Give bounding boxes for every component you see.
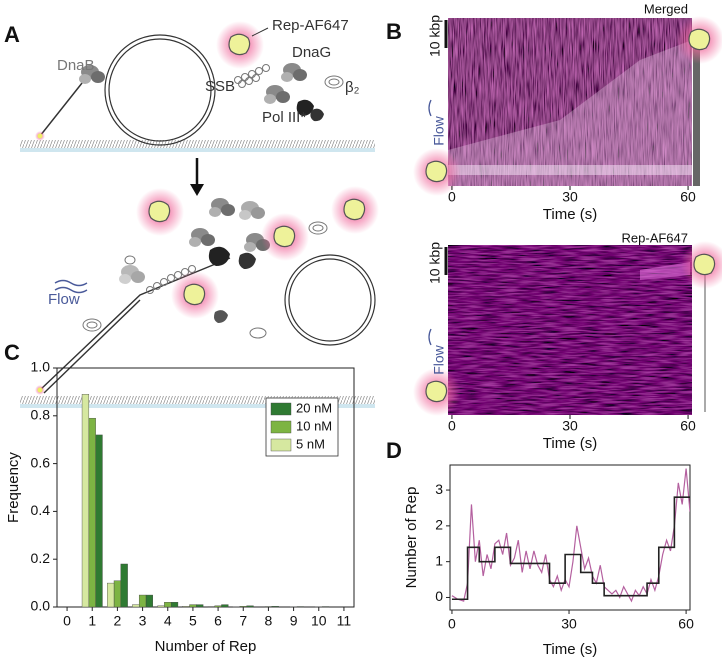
- arrow: [190, 158, 204, 196]
- bar: [164, 602, 172, 608]
- x-axis-label: Time (s): [543, 206, 597, 223]
- y-tick-label: 1: [435, 552, 443, 568]
- x-tick-label: 0: [448, 418, 456, 434]
- legend-label: 10 nM: [296, 418, 332, 433]
- flow-label: Flow: [431, 344, 447, 374]
- bar: [189, 604, 197, 608]
- kymo-title: Merged: [644, 1, 688, 16]
- y-tick-label: 0.0: [31, 598, 51, 614]
- kymograph: [412, 240, 722, 417]
- panel-label: B: [386, 19, 402, 44]
- panel-label: A: [4, 22, 20, 47]
- x-tick-label: 30: [562, 189, 578, 205]
- x-axis-label: Time (s): [543, 435, 597, 452]
- protein-label: SSB: [205, 78, 235, 95]
- bar: [246, 605, 254, 608]
- scale-label: 10 kbp: [427, 242, 443, 284]
- x-tick-label: 5: [189, 613, 197, 629]
- panel-label: D: [386, 438, 402, 463]
- trace-line: [451, 468, 690, 603]
- plot-area: [451, 468, 690, 603]
- y-tick-label: 1.0: [31, 359, 51, 375]
- x-tick-label: 6: [214, 613, 222, 629]
- x-tick-label: 7: [239, 613, 247, 629]
- schematic-top: [20, 20, 375, 152]
- bar: [271, 606, 279, 608]
- x-tick-label: 30: [562, 418, 578, 434]
- bar: [170, 602, 179, 608]
- bar: [214, 605, 222, 608]
- x-tick-label: 0: [448, 616, 456, 632]
- kymograph: [412, 15, 722, 197]
- y-tick-label: 0.8: [31, 407, 51, 423]
- legend-label: 20 nM: [296, 400, 332, 415]
- bar: [157, 605, 165, 608]
- scale-label: 10 kbp: [427, 15, 443, 57]
- y-tick-label: 0.4: [31, 502, 51, 518]
- flow-arrows: [54, 279, 88, 294]
- protein-label: β₂: [345, 79, 360, 96]
- legend-swatch: [270, 420, 292, 434]
- bar: [221, 604, 229, 608]
- bar: [81, 394, 90, 608]
- flow-arrow: [428, 99, 432, 117]
- y-tick-label: 2: [435, 517, 443, 533]
- x-tick-label: 0: [63, 613, 71, 629]
- x-tick-label: 3: [139, 613, 147, 629]
- y-tick-label: 0.6: [31, 454, 51, 470]
- schematic-bottom: [20, 185, 380, 408]
- flow-label: Flow: [48, 291, 80, 308]
- bar: [138, 594, 147, 608]
- bar: [107, 582, 115, 608]
- x-tick-label: 60: [678, 616, 694, 632]
- panel-label: C: [4, 340, 20, 365]
- bar: [120, 563, 128, 608]
- protein-label: Rep-AF647: [272, 17, 349, 34]
- x-tick-label: 4: [164, 613, 172, 629]
- x-tick-label: 9: [290, 613, 298, 629]
- legend-swatch: [270, 402, 292, 416]
- protein-label: DnaG: [292, 44, 331, 61]
- x-tick-label: 1: [88, 613, 96, 629]
- x-tick-label: 0: [448, 189, 456, 205]
- bar: [95, 434, 103, 608]
- protein-label: DnaB: [57, 57, 95, 74]
- bar: [145, 594, 153, 608]
- bar: [182, 606, 190, 608]
- plot-frame: [449, 464, 691, 611]
- x-tick-label: 10: [311, 613, 327, 629]
- legend: 20 nM 10 nM 5 nM: [265, 397, 339, 457]
- x-axis-label: Number of Rep: [155, 638, 257, 655]
- x-tick-label: 60: [680, 418, 696, 434]
- bar: [113, 580, 122, 608]
- flow-arrow: [428, 328, 432, 346]
- x-tick-label: 60: [680, 189, 696, 205]
- y-tick-label: 0: [435, 588, 443, 604]
- flow-label: Flow: [431, 115, 447, 145]
- kymo-title: Rep-AF647: [622, 230, 688, 245]
- x-tick-label: 2: [114, 613, 122, 629]
- y-axis-label: Frequency: [5, 452, 22, 523]
- bar: [196, 604, 204, 608]
- bar: [88, 417, 96, 608]
- y-axis-label: Number of Rep: [403, 487, 420, 589]
- legend-swatch: [270, 438, 292, 452]
- x-axis-label: Time (s): [543, 641, 597, 658]
- legend-label: 5 nM: [296, 436, 325, 451]
- x-tick-label: 8: [265, 613, 273, 629]
- x-tick-label: 11: [337, 613, 352, 629]
- protein-label: Pol III*: [262, 109, 306, 126]
- x-tick-label: 30: [561, 616, 577, 632]
- plot-frame: [56, 367, 355, 608]
- bar: [239, 606, 247, 608]
- y-tick-label: 3: [435, 481, 443, 497]
- step-fit: [451, 496, 690, 601]
- y-tick-label: 0.2: [31, 550, 51, 566]
- bar: [132, 604, 140, 608]
